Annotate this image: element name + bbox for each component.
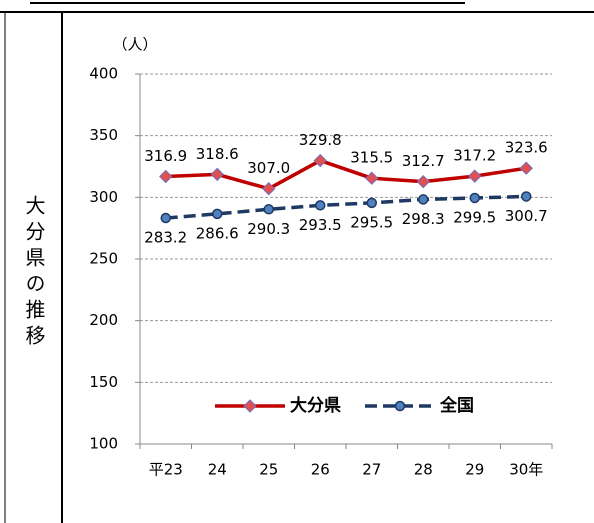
y-unit: （人） [112,36,157,54]
point [159,169,173,184]
value-label: 295.5 [350,213,393,231]
x-tick-label: 26 [311,461,330,479]
legend-label: 全国 [439,395,474,416]
value-label: 317.2 [453,147,496,165]
point [262,181,276,196]
value-label: 323.6 [505,139,548,157]
series-line [165,194,527,220]
x-tick-label: 平23 [149,461,183,479]
legend-marker [394,400,406,412]
x-tick-label: 25 [259,461,278,479]
point [416,174,430,189]
x-tick-label: 30年 [509,461,543,479]
series-line [165,158,527,191]
y-tick-label: 400 [89,65,118,83]
x-tick-label: 29 [465,461,484,479]
y-tick-label: 100 [89,435,118,453]
point [519,161,533,175]
y-tick-label: 300 [89,188,118,206]
point [160,212,171,224]
legend-label: 大分県 [290,395,341,416]
point [365,171,379,185]
point [366,197,377,209]
side-label: 大分県の推移 [22,195,46,351]
point [212,208,223,220]
value-label: 316.9 [144,147,187,165]
x-tick-label: 28 [414,461,433,479]
y-tick-label: 250 [89,250,118,268]
point [313,153,327,168]
point [263,204,274,215]
value-label: 300.7 [505,207,548,225]
value-label: 299.5 [453,208,496,226]
legend-marker [243,399,257,413]
value-label: 329.8 [299,131,342,149]
value-label: 298.3 [402,210,445,228]
x-tick-label: 24 [208,461,227,479]
point [418,194,429,205]
value-label: 283.2 [144,229,187,247]
x-tick-label: 27 [362,461,381,479]
value-label: 312.7 [402,152,445,170]
value-label: 293.5 [299,216,342,234]
point [469,192,480,204]
point [315,200,326,211]
y-tick-label: 150 [89,373,118,391]
value-label: 315.5 [350,149,393,167]
point [210,167,224,182]
value-label: 307.0 [247,159,290,177]
value-label: 318.6 [196,145,239,163]
value-label: 286.6 [196,224,239,242]
y-tick-label: 200 [89,311,118,329]
value-label: 290.3 [247,220,290,238]
y-tick-label: 350 [89,126,118,144]
point [521,191,532,202]
point [468,169,482,183]
